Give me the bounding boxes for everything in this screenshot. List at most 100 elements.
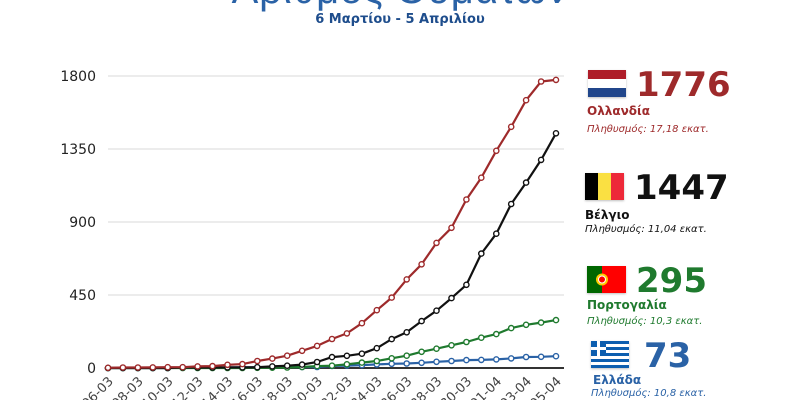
data-point — [477, 334, 485, 342]
x-tick-label: 24-03 — [348, 374, 385, 400]
greece-death-count: 73 — [644, 336, 692, 376]
data-point — [403, 276, 411, 283]
y-tick-label: 900 — [69, 215, 96, 231]
data-point — [507, 324, 515, 332]
data-point — [552, 129, 560, 137]
belgium-death-count: 1447 — [634, 168, 729, 208]
data-point — [448, 357, 455, 365]
y-tick-label: 1800 — [60, 69, 96, 85]
data-point — [507, 355, 515, 362]
data-point — [328, 335, 336, 343]
data-point — [119, 364, 127, 371]
data-point — [507, 123, 515, 131]
data-point — [104, 364, 112, 372]
data-point — [343, 352, 351, 360]
data-point — [463, 281, 470, 289]
x-tick-label: 26-03 — [378, 374, 415, 400]
data-point — [492, 147, 500, 155]
data-point — [194, 363, 201, 370]
data-point — [268, 355, 276, 362]
data-point — [552, 316, 560, 324]
data-point — [328, 353, 336, 361]
data-point — [522, 321, 530, 329]
data-point — [313, 342, 321, 350]
data-point — [477, 250, 485, 257]
x-tick-label: 30-03 — [438, 374, 475, 400]
x-tick-label: 20-03 — [289, 374, 326, 400]
data-point — [298, 361, 306, 368]
netherlands-flag-icon — [588, 70, 626, 97]
series-line — [108, 319, 557, 370]
data-point — [134, 364, 142, 371]
data-point — [477, 174, 485, 181]
data-point — [552, 352, 560, 360]
data-point — [448, 341, 455, 349]
data-point — [433, 239, 440, 247]
data-point — [463, 338, 470, 346]
data-point — [433, 345, 440, 353]
data-point — [358, 350, 366, 358]
data-point — [463, 196, 470, 203]
data-point — [164, 363, 171, 371]
x-tick-label: 16-03 — [229, 374, 266, 400]
portugal-flag-icon — [587, 266, 626, 293]
data-point — [418, 317, 425, 325]
series-line — [107, 78, 557, 369]
data-point — [418, 348, 425, 356]
greece-name: Ελλάδα — [593, 373, 642, 387]
greece-population: Πληθυσμός: 10,8 εκατ. — [591, 388, 707, 399]
netherlands-name: Ολλανδία — [587, 104, 650, 118]
data-point — [328, 362, 336, 370]
data-point — [358, 359, 366, 366]
y-tick-label: 0 — [87, 361, 96, 377]
x-tick-label: 10-03 — [139, 374, 176, 400]
data-point — [358, 319, 366, 327]
data-point — [492, 330, 500, 338]
data-point — [283, 352, 291, 360]
data-point — [149, 364, 157, 371]
data-point — [537, 319, 545, 326]
series-Ολλανδία — [104, 76, 560, 372]
data-point — [403, 328, 411, 336]
netherlands-death-count: 1776 — [636, 65, 731, 105]
belgium-population: Πληθυσμός: 11,04 εκατ. — [585, 224, 707, 235]
data-point — [373, 344, 381, 352]
data-point — [313, 358, 321, 366]
x-tick-label: 03-04 — [498, 374, 535, 400]
x-tick-label: 12-03 — [169, 374, 206, 400]
x-tick-label: 05-04 — [528, 374, 565, 400]
data-point — [537, 156, 545, 164]
data-point — [552, 76, 560, 84]
data-point — [239, 360, 246, 368]
data-point — [224, 361, 231, 369]
data-point — [433, 307, 440, 315]
tick-labels: 0 450 900 1350 1800 06-0308-0310-0312-0314-03… — [60, 69, 564, 400]
x-tick-label: 06-03 — [80, 374, 117, 400]
data-point — [492, 356, 500, 363]
x-tick-label: 22-03 — [318, 374, 355, 400]
data-point — [388, 294, 396, 301]
data-point — [343, 360, 351, 368]
data-point — [373, 306, 381, 314]
chart-subtitle: 6 Μαρτίου - 5 Απριλίου — [315, 12, 485, 27]
data-point — [418, 260, 425, 268]
data-point — [537, 78, 545, 85]
data-point — [343, 330, 351, 337]
data-point — [418, 359, 425, 367]
data-point — [209, 362, 216, 370]
data-point — [268, 363, 276, 370]
belgium-flag-icon — [585, 173, 624, 200]
x-tick-label: 08-03 — [109, 374, 146, 400]
series-line — [108, 132, 557, 370]
data-point — [253, 363, 261, 371]
x-tick-label: 28-03 — [408, 374, 445, 400]
data-point — [388, 354, 396, 362]
y-tick-label: 450 — [69, 288, 96, 304]
data-point — [522, 179, 530, 186]
data-point — [283, 362, 291, 370]
portugal-name: Πορτογαλία — [587, 298, 667, 312]
data-point — [388, 335, 396, 343]
x-tick-label: 14-03 — [199, 374, 236, 400]
data-point — [179, 363, 186, 371]
